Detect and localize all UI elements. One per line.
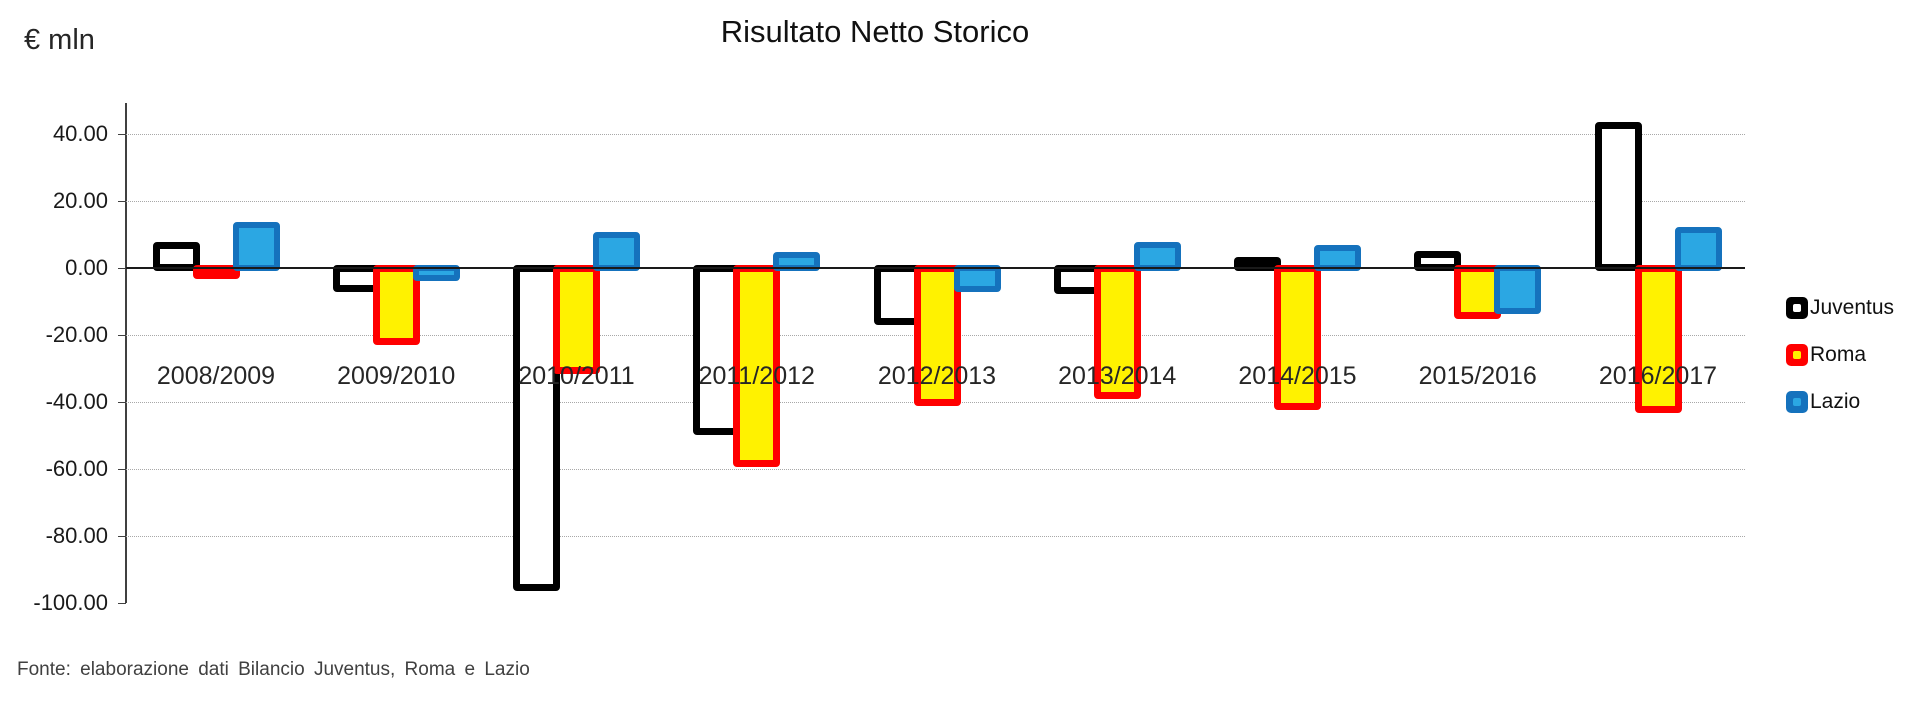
legend-item-roma: Roma <box>1786 343 1894 366</box>
y-tick-mark--80 <box>118 536 126 537</box>
y-tick-label-20: 20.00 <box>52 188 108 213</box>
roma-swatch-inner <box>1793 351 1801 359</box>
y-tick-label--80: -80.00 <box>45 523 108 548</box>
gridline-20 <box>126 201 1745 202</box>
season-label-2013-2014: 2013/2014 <box>1058 362 1177 390</box>
gridline--60 <box>126 469 1745 470</box>
legend-item-lazio: Lazio <box>1786 390 1894 413</box>
season-label-2011-2012: 2011/2012 <box>698 362 815 390</box>
y-tick-mark--100 <box>118 603 126 604</box>
season-label-2016-2017: 2016/2017 <box>1598 362 1718 390</box>
y-tick-label--60: -60.00 <box>45 456 108 481</box>
season-label-2015-2016: 2015/2016 <box>1418 362 1537 390</box>
season-label-2012-2013: 2012/2013 <box>877 362 997 390</box>
juventus-swatch-inner <box>1793 304 1801 312</box>
bar-lazio-2016-2017 <box>1674 227 1722 271</box>
bar-lazio-2014-2015 <box>1314 244 1361 271</box>
gridline-40 <box>126 134 1745 135</box>
roma-swatch-icon <box>1786 344 1808 366</box>
bar-roma-2010-2011 <box>553 264 600 374</box>
y-tick-label-0: 0.00 <box>65 255 108 280</box>
season-label-2008-2009: 2008/2009 <box>156 362 276 390</box>
y-tick-mark--40 <box>118 402 126 403</box>
chart-title: Risultato Netto Storico <box>720 14 1030 49</box>
legend: Juventus Roma Lazio <box>1786 296 1895 438</box>
y-tick-mark--60 <box>118 469 126 470</box>
season-label-2009-2010: 2009/2010 <box>337 362 456 390</box>
bar-lazio-2008-2009 <box>232 221 280 271</box>
bar-roma-2012-2013 <box>913 264 961 406</box>
legend-label-lazio: Lazio <box>1810 390 1861 413</box>
bar-juventus-2010-2011 <box>513 264 560 592</box>
bar-lazio-2015-2016 <box>1494 265 1542 314</box>
y-axis-line <box>125 103 127 603</box>
y-tick-mark-0 <box>118 268 126 269</box>
legend-label-roma: Roma <box>1810 343 1867 366</box>
y-tick-mark--20 <box>118 335 126 336</box>
legend-label-juventus: Juventus <box>1810 296 1895 319</box>
lazio-swatch-inner <box>1793 398 1801 406</box>
y-tick-mark-40 <box>118 134 126 135</box>
y-tick-label--40: -40.00 <box>45 389 108 414</box>
season-label-2014-2015: 2014/2015 <box>1238 362 1357 390</box>
bar-roma-2009-2010 <box>372 264 420 345</box>
gridline--80 <box>126 536 1745 537</box>
legend-item-juventus: Juventus <box>1786 296 1895 319</box>
zero-axis-line <box>126 267 1745 269</box>
y-tick-label--20: -20.00 <box>45 322 108 347</box>
bar-lazio-2010-2011 <box>593 232 640 271</box>
y-tick-label--100: -100.00 <box>33 590 108 615</box>
juventus-swatch-icon <box>1786 297 1808 319</box>
bar-roma-2011-2012 <box>733 264 781 467</box>
y-tick-mark-20 <box>118 201 126 202</box>
season-label-2010-2011: 2010/2011 <box>518 362 635 390</box>
y-axis-unit-label: € mln <box>24 24 95 56</box>
source-note: Fonte: elaborazione dati Bilancio Juvent… <box>17 659 530 680</box>
bar-juventus-2016-2017 <box>1594 121 1642 272</box>
lazio-swatch-icon <box>1786 391 1808 413</box>
bar-lazio-2012-2013 <box>953 265 1001 293</box>
y-tick-label-40: 40.00 <box>52 121 108 146</box>
